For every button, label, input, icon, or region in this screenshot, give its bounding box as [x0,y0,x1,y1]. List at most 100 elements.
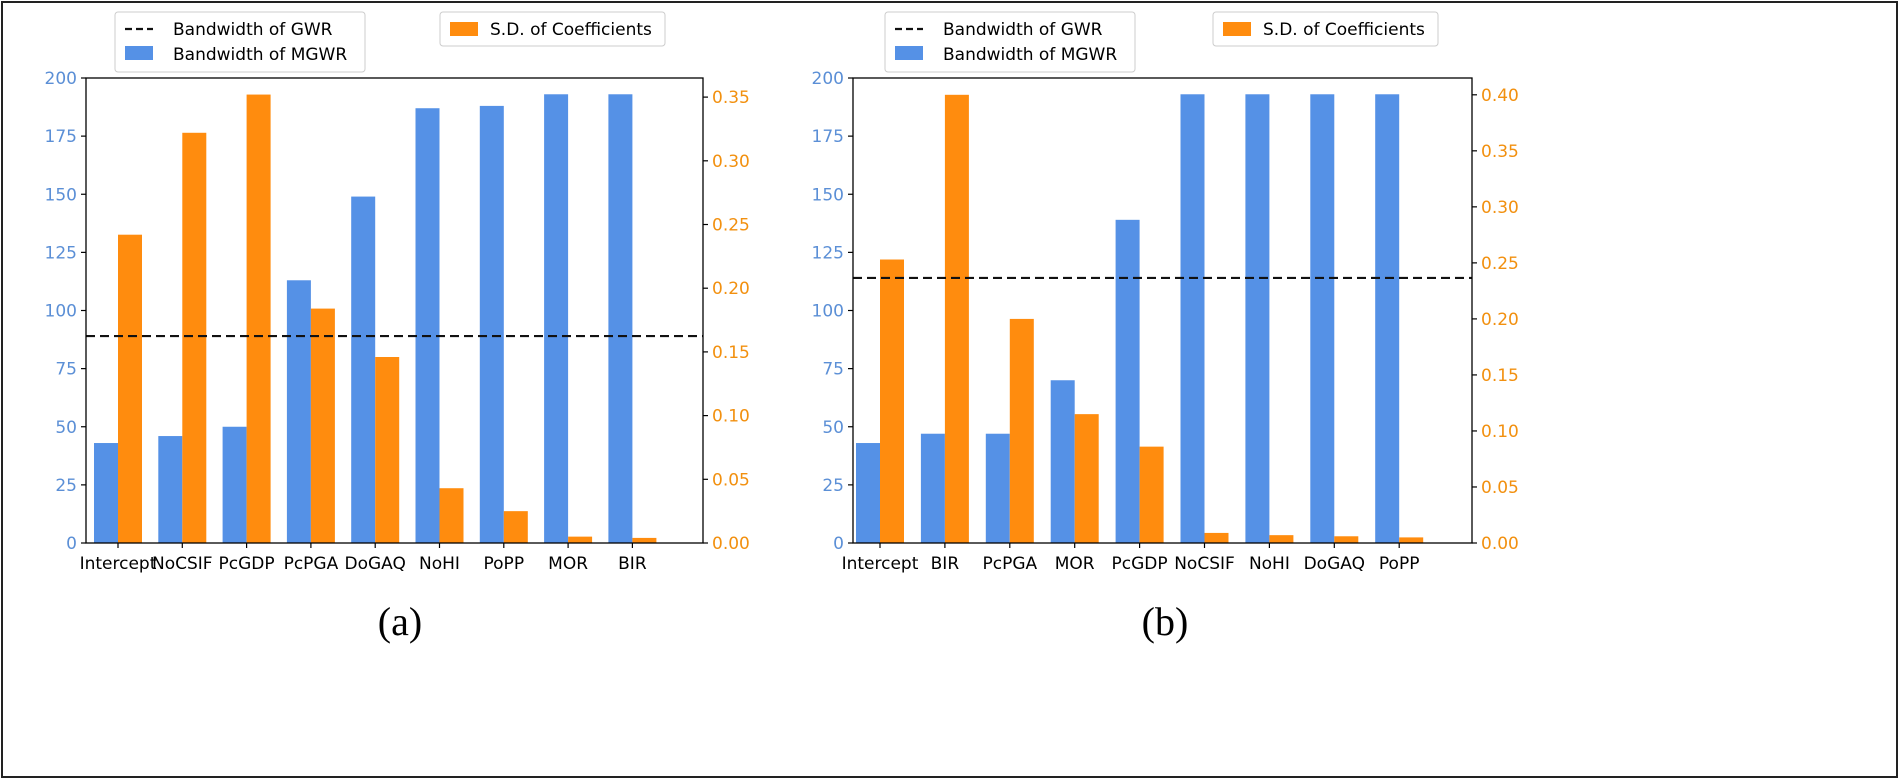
bar-mgwr-pcgdp [222,426,247,543]
y-right-tick-label: 0.25 [1481,254,1519,274]
y-right-tick-label: 0.00 [1481,534,1519,554]
legend-box [114,11,366,73]
y-left-tick-label: 200 [812,69,844,89]
x-tick-label-pcgdp: PcGDP [1112,554,1168,574]
bar-sd-nohi [1269,535,1294,543]
y-left-tick-label: 125 [812,243,844,263]
bar-mgwr-bir [608,94,633,544]
x-tick-label-dogaq: DoGAQ [345,554,406,574]
y-right-tick-label: 0.20 [1481,310,1519,330]
legend-gwr-label: Bandwidth of GWR [173,20,333,40]
bar-sd-dogaq [375,357,400,543]
y-left-tick-label: 100 [45,302,77,322]
y-right-tick-label: 0.10 [1481,422,1519,442]
y-right-tick-label: 0.05 [1481,478,1519,498]
y-left-tick-label: 25 [822,476,844,496]
y-right-tick-label: 0.15 [712,343,750,363]
bar-mgwr-pcpga [985,433,1010,543]
x-tick-label-mor: MOR [548,554,588,574]
y-left-tick-label: 50 [55,418,77,438]
panel-label: (b) [1142,599,1189,644]
bar-sd-nocsif [182,132,207,543]
y-right-tick-label: 0.20 [712,279,750,299]
bar-mgwr-popp [479,105,504,544]
x-tick-label-nocsif: NoCSIF [152,554,213,574]
x-tick-label-pcgdp: PcGDP [219,554,275,574]
y-right-tick-label: 0.30 [712,152,750,172]
legend-mgwr-swatch [895,46,923,60]
legend-sd-swatch [1223,22,1251,36]
bar-mgwr-pcgdp [1115,219,1140,543]
bar-sd-mor [568,536,593,543]
y-right-tick-label: 0.00 [712,534,750,554]
x-tick-label-mor: MOR [1055,554,1095,574]
y-left-tick-label: 0 [833,534,844,554]
legend-sd-label: S.D. of Coefficients [490,20,652,40]
bar-mgwr-pcpga [286,280,311,543]
y-left-tick-label: 175 [812,127,844,147]
y-left-tick-label: 75 [822,360,844,380]
y-right-tick-label: 0.25 [712,216,750,236]
legend-mgwr-swatch [125,46,153,60]
y-right-tick-label: 0.15 [1481,366,1519,386]
y-right-tick-label: 0.40 [1481,86,1519,106]
y-right-tick-label: 0.35 [1481,142,1519,162]
y-right-tick-label: 0.05 [712,470,750,490]
legend-mgwr-label: Bandwidth of MGWR [173,45,347,65]
legend-box [439,11,666,47]
y-right-tick-label: 0.35 [712,88,750,108]
bar-sd-popp [1399,537,1424,543]
y-right-tick-label: 0.30 [1481,198,1519,218]
bar-sd-pcgdp [246,94,271,543]
x-tick-label-dogaq: DoGAQ [1304,554,1365,574]
bar-sd-bir [944,94,969,544]
bar-mgwr-nohi [415,108,440,543]
y-left-tick-label: 150 [812,185,844,205]
x-tick-label-bir: BIR [931,554,960,574]
x-tick-label-nohi: NoHI [1249,554,1290,574]
bar-sd-pcpga [1009,318,1034,543]
y-right-tick-label: 0.10 [712,407,750,427]
y-left-tick-label: 25 [55,476,77,496]
bar-mgwr-dogaq [351,196,376,543]
bar-mgwr-nocsif [158,436,183,543]
y-left-tick-label: 125 [45,243,77,263]
bar-sd-bir [632,537,657,543]
y-left-tick-label: 175 [45,127,77,147]
panel-label: (a) [378,599,422,644]
x-tick-label-intercept: Intercept [80,554,157,574]
bar-mgwr-mor [1050,380,1075,543]
legend-box [884,11,1136,73]
bar-mgwr-nocsif [1180,94,1205,544]
bar-sd-nohi [439,488,464,543]
bar-sd-mor [1074,414,1099,543]
y-left-tick-label: 50 [822,418,844,438]
x-tick-label-popp: PoPP [1379,554,1420,574]
x-tick-label-pcpga: PcPGA [284,554,339,574]
bar-sd-pcgdp [1139,446,1164,543]
y-left-tick-label: 0 [66,534,77,554]
legend-gwr-label: Bandwidth of GWR [943,20,1103,40]
legend-box [1212,11,1439,47]
bar-sd-intercept [118,234,142,544]
legend-sd-label: S.D. of Coefficients [1263,20,1425,40]
x-tick-label-popp: PoPP [484,554,525,574]
legend-sd-swatch [450,22,478,36]
bar-sd-nocsif [1204,532,1229,543]
bar-mgwr-mor [544,94,569,544]
x-tick-label-intercept: Intercept [842,554,919,574]
legend-mgwr-label: Bandwidth of MGWR [943,45,1117,65]
bar-mgwr-popp [1375,94,1400,544]
y-left-tick-label: 75 [55,360,77,380]
x-tick-label-nohi: NoHI [419,554,460,574]
x-tick-label-nocsif: NoCSIF [1174,554,1235,574]
bar-mgwr-bir [920,433,945,543]
bar-mgwr-intercept [94,443,118,543]
chart-panel-b: Intercept BIR PcPGA MOR PcGDP NoCSIF NoHI DoGAQ… [812,11,1519,644]
bar-mgwr-dogaq [1310,94,1335,544]
x-tick-label-bir: BIR [618,554,647,574]
x-tick-label-pcpga: PcPGA [982,554,1037,574]
